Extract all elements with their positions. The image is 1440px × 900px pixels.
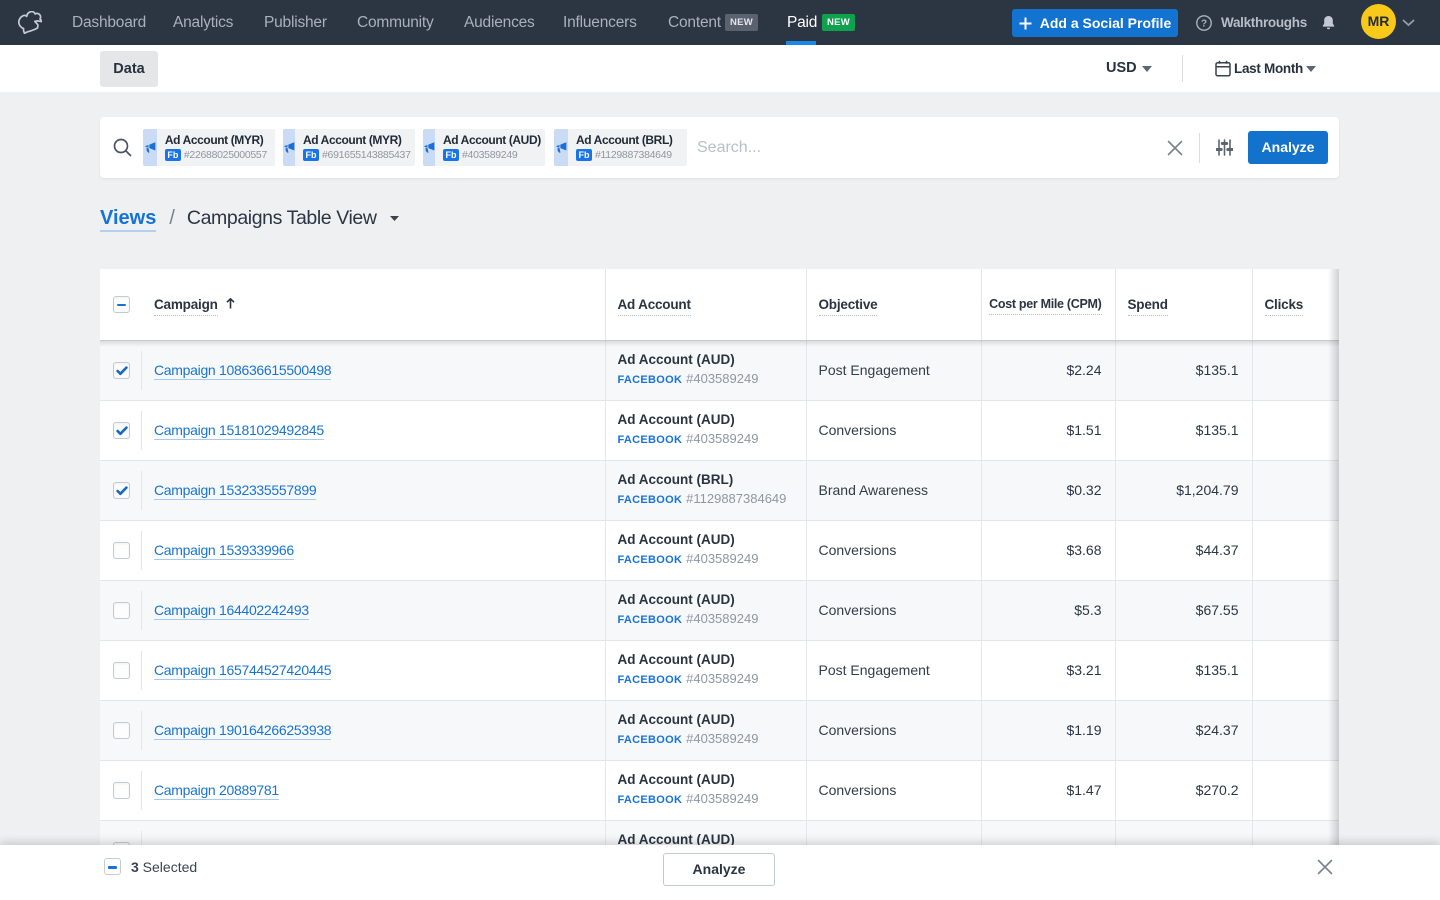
svg-text:?: ? bbox=[1201, 19, 1207, 30]
